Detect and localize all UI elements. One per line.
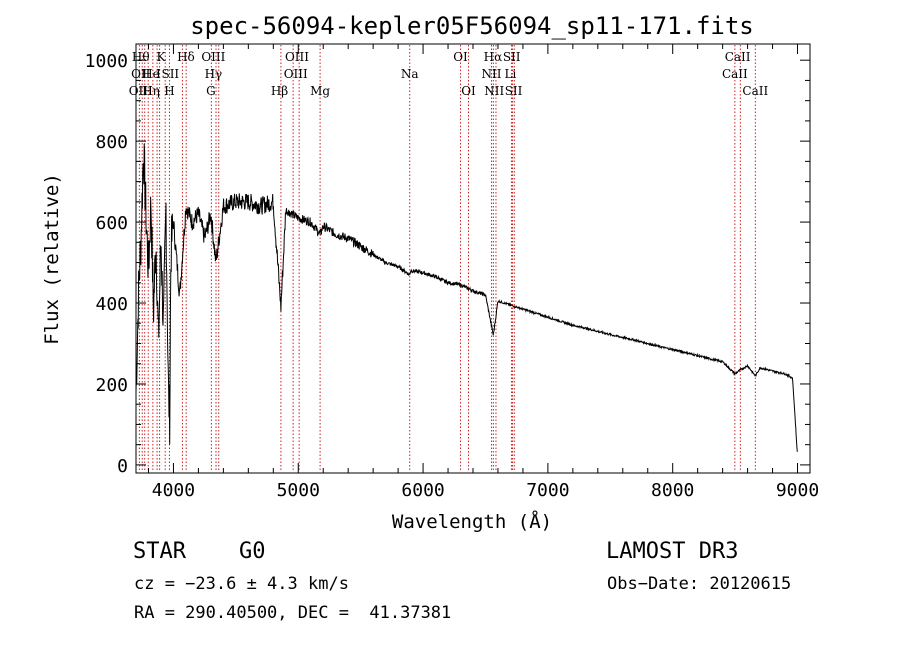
line-label: He — [142, 67, 160, 81]
line-label: Hη — [142, 84, 160, 98]
line-label: Na — [401, 67, 419, 81]
y-axis: 0 200 400 600 800 1000 — [85, 51, 810, 477]
line-label: CaII — [722, 67, 748, 81]
line-label: G — [206, 84, 216, 98]
line-label: SII — [505, 84, 523, 98]
line-label: Mg — [310, 84, 330, 98]
class-label: STAR — [133, 539, 186, 564]
y-tick-label: 1000 — [85, 51, 128, 72]
line-label: NII — [484, 84, 504, 98]
line-label: SII — [161, 67, 179, 81]
x-tick-label: 4000 — [152, 480, 195, 501]
line-label: OIII — [201, 50, 225, 64]
x-tick-label: 8000 — [651, 480, 694, 501]
subclass: G0 — [238, 539, 266, 564]
line-label: NII — [481, 67, 501, 81]
x-axis-label: Wavelength (Å) — [392, 510, 552, 533]
line-label: I — [156, 67, 161, 81]
x-tick-label: 9000 — [776, 480, 819, 501]
line-label: Hδ — [177, 50, 195, 64]
chart-title: spec-56094-kepler05F56094_sp11-171.fits — [190, 12, 754, 40]
spectral-line-markers — [138, 45, 756, 472]
coordinates: RA = 290.40500, DEC = 41.37381 — [134, 603, 452, 623]
line-label: OI — [461, 84, 476, 98]
x-axis: 4000 5000 6000 7000 8000 9000 — [147, 44, 819, 501]
line-label: Li — [505, 67, 517, 81]
cz-value: cz = −23.6 ± 4.3 km/s — [134, 574, 349, 594]
obs-date: Obs−Date: 20120615 — [607, 574, 792, 594]
line-label: OIII — [285, 50, 309, 64]
line-label: CaII — [742, 84, 768, 98]
line-label: H — [164, 84, 174, 98]
x-tick-label: 7000 — [526, 480, 569, 501]
x-tick-label: 5000 — [277, 480, 320, 501]
line-label: Hα — [484, 50, 503, 64]
line-label: Hβ — [271, 84, 288, 98]
object-class: STAR G0 — [133, 539, 265, 564]
line-label: OIII — [284, 67, 308, 81]
line-label: CaII — [725, 50, 751, 64]
y-tick-label: 800 — [95, 132, 128, 153]
line-label: OIII — [129, 84, 153, 98]
line-label: OI — [453, 50, 468, 64]
y-axis-label: Flux (relative) — [41, 173, 63, 345]
line-label: SII — [503, 50, 521, 64]
x-tick-label: 6000 — [401, 480, 444, 501]
line-label: K — [156, 50, 166, 64]
y-tick-label: 400 — [95, 294, 128, 315]
line-label: Hθ — [132, 50, 150, 64]
line-label: OII — [131, 67, 151, 81]
y-tick-label: 600 — [95, 213, 128, 234]
line-label: Hγ — [205, 67, 223, 81]
spectrum-line — [135, 143, 798, 452]
plot-frame — [135, 43, 811, 474]
survey-name: LAMOST DR3 — [606, 539, 739, 564]
y-tick-label: 0 — [117, 456, 128, 477]
y-tick-label: 200 — [95, 375, 128, 396]
